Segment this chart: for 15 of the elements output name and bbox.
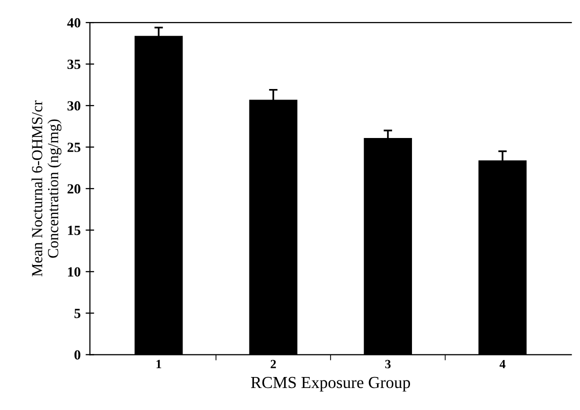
y-tick-label: 20 [68,184,80,194]
y-tick-label: 35 [68,60,80,70]
x-axis-title: RCMS Exposure Group [250,376,410,392]
y-tick-label: 15 [68,226,80,236]
x-tick-label: 3 [385,360,391,368]
y-axis-title: Mean Nocturnal 6-OHMS/cr Concentration (ng/mg) [32,100,62,276]
y-tick-label: 30 [68,101,80,111]
x-tick-label: 2 [270,360,276,368]
x-tick-label: 1 [156,360,162,368]
y-tick-label: 40 [67,18,80,28]
y-tick-label: 0 [74,350,80,360]
x-tick-label: 4 [500,360,506,368]
y-tick-label: 5 [74,308,80,318]
y-tick-label: 25 [68,142,80,152]
y-tick-label: 10 [68,267,80,277]
